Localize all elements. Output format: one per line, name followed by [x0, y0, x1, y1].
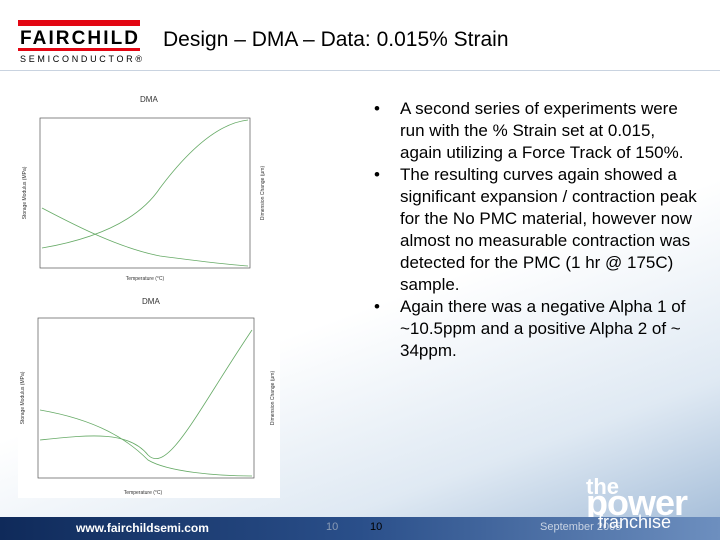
logo-bar: [18, 48, 140, 51]
plot-frame: [37, 317, 255, 479]
chart-image: DMA Temperature (°C) Storage Modulus (MP…: [20, 88, 270, 284]
curve: [39, 329, 253, 460]
logo-bar: [18, 20, 140, 26]
brand-power: power: [586, 482, 688, 523]
footer-bar: www.fairchildsemi.com 10 10 September 20…: [0, 517, 720, 540]
slide-title: Design – DMA – Data: 0.015% Strain: [163, 28, 509, 51]
curve: [39, 409, 253, 477]
bullet: Again there was a negative Alpha 1 of ~1…: [368, 296, 698, 362]
footer-url: www.fairchildsemi.com: [76, 521, 209, 535]
plot-frame: [39, 117, 251, 269]
brand-franchise: franchise: [598, 512, 672, 532]
curve: [41, 119, 249, 249]
page-number: 10: [326, 521, 339, 533]
chart-image: DMA Temperature (°C) Storage Modulus (MP…: [18, 290, 280, 498]
bullet: A second series of experiments were run …: [368, 98, 698, 164]
logo-main: FAIRCHILD: [20, 28, 138, 49]
x-axis-title: Temperature (°C): [124, 490, 163, 496]
chart-label: DMA: [142, 297, 160, 306]
footer-date: September 2005: [540, 521, 622, 533]
logo-sub: SEMICONDUCTOR®: [20, 54, 142, 64]
y-axis-title: Storage Modulus (MPa): [20, 371, 26, 424]
x-axis-title: Temperature (°C): [126, 276, 165, 282]
chart-bg: [18, 290, 280, 498]
y-axis-title: Storage Modulus (MPa): [22, 166, 28, 219]
bullet-list: A second series of experiments were run …: [368, 98, 698, 362]
y2-axis-title: Dimension Change (μm): [270, 371, 276, 426]
chart-bg: [20, 88, 270, 284]
logo: FAIRCHILD SEMICONDUCTOR®: [18, 20, 142, 64]
chart-label: DMA: [140, 95, 158, 104]
brand-the: the: [586, 474, 619, 499]
y2-axis-title: Dimension Change (μm): [260, 166, 266, 221]
curve: [41, 207, 249, 267]
header-rule: [0, 70, 720, 71]
page-number: 10: [370, 521, 383, 533]
bullet: The resulting curves again showed a sign…: [368, 164, 698, 296]
